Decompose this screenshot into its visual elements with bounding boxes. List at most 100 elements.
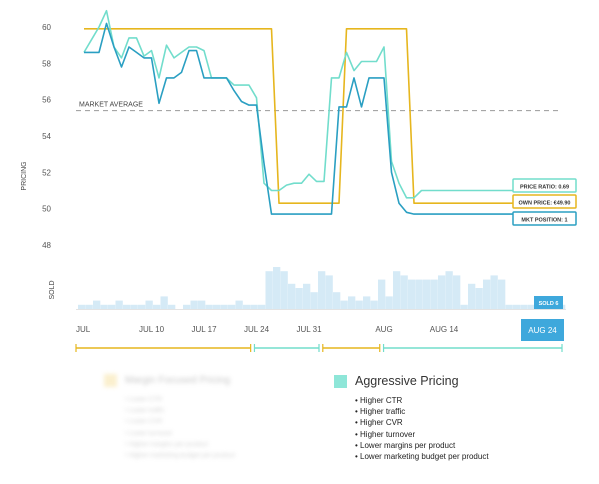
x-tick-label: JUL 31 [296,325,322,334]
sold-bar [235,300,243,309]
sold-bar [483,279,491,309]
legend-item: Lower margins per product [355,440,574,451]
sold-bar [453,275,461,309]
sold-bar [93,300,101,309]
sold-badge-label: SOLD 6 [539,301,559,307]
legend-list-aggressive: Higher CTR Higher traffic Higher CVR Hig… [334,395,574,462]
sold-bar [513,304,521,309]
sold-badge-box [534,296,563,309]
sold-bar [498,279,506,309]
legend-item: Lower CVR [125,416,304,427]
sold-bar [265,271,273,309]
y-tick-label: 52 [42,168,51,177]
y-tick-label: 50 [42,205,51,214]
sold-bar [100,304,108,309]
legend-margin-focused: Margin Focused Pricing Lower CTR Lower t… [104,374,304,461]
callout-box-own [512,194,577,209]
x-tick-highlight-box [521,319,564,341]
sold-bar [415,279,423,309]
series-line-own [84,27,564,204]
sold-bar [190,300,198,309]
sold-bar [108,304,116,309]
legend-swatch-margin [104,374,117,387]
sold-bar [205,304,213,309]
sold-bar [325,275,333,309]
legend-title-aggressive: Aggressive Pricing [334,374,574,388]
legend-label-margin: Margin Focused Pricing [125,375,231,386]
sold-bar [423,279,431,309]
y-axis-label: PRICING [21,161,28,190]
series-line-mkt [84,22,564,215]
legend-aggressive: Aggressive Pricing Higher CTR Higher tra… [334,374,574,462]
sold-bar [220,304,228,309]
sold-bar [85,304,93,309]
callout-box-ratio [512,178,577,193]
sold-bar [355,300,363,309]
x-tick-label: AUG 24 [528,326,557,335]
y-tick-label: 56 [42,96,51,105]
sold-bar [310,292,318,309]
x-tick-label: AUG 14 [430,325,459,334]
sold-bar [393,271,401,309]
sold-bar [228,304,236,309]
sold-bar [213,304,221,309]
sold-bar [340,300,348,309]
legend-item: Higher marketing budget per product [125,450,304,461]
sold-bar [505,304,513,309]
legend-label-aggressive: Aggressive Pricing [355,374,459,388]
sold-bar [288,283,296,309]
sold-bar [468,283,476,309]
x-tick-label: JUL 17 [191,325,217,334]
sold-bar [303,283,311,309]
pricing-chart: PRICING 48 50 52 54 56 58 60 MARKET AVERAGE PRICE… [21,9,577,352]
legend-item: Lower traffic [125,405,304,416]
sold-bar [318,271,326,309]
sold-bar [250,304,258,309]
callout-label-own: OWN PRICE: €49.90 [519,201,571,207]
sold-bar [445,271,453,309]
sold-bar [198,300,206,309]
sold-bar [123,304,131,309]
sold-bar [153,304,161,309]
sold-bar [78,304,86,309]
callout-label-mkt: MKT POSITION: 1 [521,218,567,224]
sold-bar [438,275,446,309]
sold-bar [385,296,393,309]
legend-item: Lower turnover [125,428,304,439]
sold-bar [348,296,356,309]
legend-item: Higher margins per product [125,439,304,450]
sold-bar [183,304,191,309]
sold-bar [160,296,168,309]
legend-item: Higher traffic [355,406,574,417]
y-tick-label: 58 [42,59,51,68]
legend-item: Higher CVR [355,417,574,428]
y-tick-label: 48 [42,241,51,250]
y-tick-label: 54 [42,132,51,141]
callout-label-ratio: PRICE RATIO: 0.69 [520,185,569,191]
x-tick-label: JUL 24 [244,325,270,334]
sold-bar [430,279,438,309]
legend-title-margin: Margin Focused Pricing [104,374,304,387]
sold-axis-label: SOLD [49,280,56,299]
sold-bar [490,275,498,309]
sold-bar [258,304,266,309]
sold-bar [138,304,146,309]
legend-item: Lower CTR [125,394,304,405]
x-tick-label: AUG [375,325,392,334]
sold-bar [408,279,416,309]
sold-bar [520,304,528,309]
sold-bar [168,304,176,309]
x-tick-label: JUL 10 [139,325,165,334]
sold-bar [460,304,468,309]
sold-bar [295,288,303,309]
sold-bar [400,275,408,309]
x-tick-label: JUL [76,325,91,334]
sold-bar [378,279,386,309]
y-tick-label: 60 [42,23,51,32]
sold-bar [370,300,378,309]
series-line-ratio [83,9,564,199]
legend-item: Lower marketing budget per product [355,451,574,462]
sold-bar [243,304,251,309]
sold-bar [333,292,341,309]
sold-bar [280,271,288,309]
